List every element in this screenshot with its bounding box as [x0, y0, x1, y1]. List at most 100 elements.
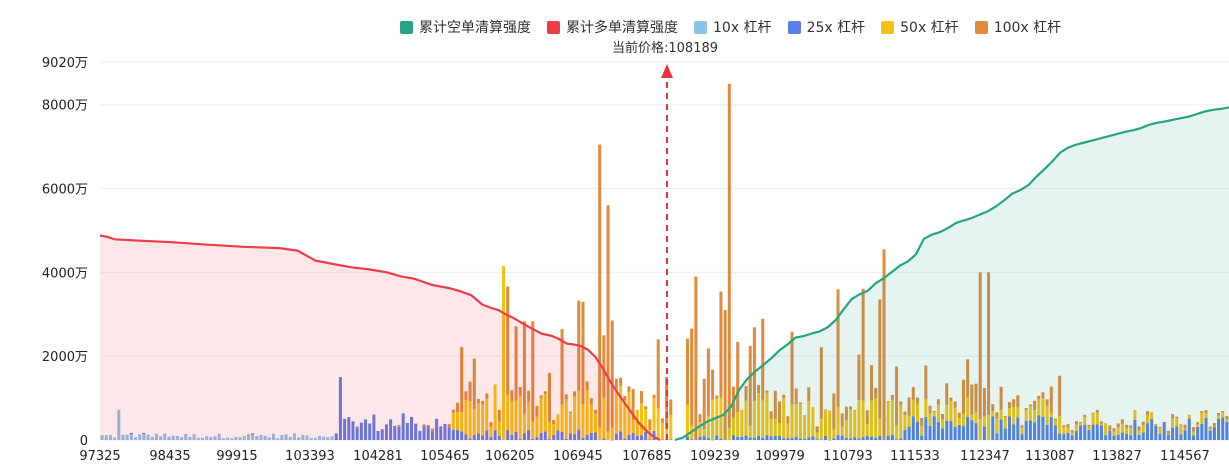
bar-segment-50x — [1074, 424, 1078, 431]
legend-item[interactable]: 累计多单清算强度 — [547, 17, 678, 37]
legend-item[interactable]: 累计空单清算强度 — [400, 17, 531, 37]
bar-segment-100x — [1145, 411, 1149, 415]
bar-segment-25x — [1053, 425, 1057, 440]
bar-segment-100x — [631, 389, 635, 421]
bar-segment-50x — [602, 397, 606, 439]
bar-segment-50x — [1003, 417, 1007, 429]
bar-segment-100x — [1137, 426, 1141, 431]
bar-segment-100x — [1221, 410, 1225, 413]
bar-segment-100x — [966, 359, 970, 398]
bar-segment-100x — [456, 402, 460, 412]
bar-segment-50x — [1066, 427, 1070, 433]
bar-segment-25x — [476, 433, 480, 440]
bar-segment-100x — [573, 391, 577, 397]
legend-item[interactable]: 100x 杠杆 — [974, 17, 1061, 37]
bar-segment-25x — [706, 438, 710, 440]
bar-segment-25x — [472, 434, 476, 440]
bar-segment-100x — [619, 377, 623, 386]
bar-segment-100x — [1217, 412, 1221, 416]
bar-segment-50x — [844, 419, 848, 438]
bar-segment-25x — [1095, 424, 1099, 440]
bar-segment-25x — [924, 417, 928, 440]
bar-segment-50x — [660, 422, 664, 440]
bar-segment-25x — [869, 436, 873, 440]
bar-segment-50x — [1137, 430, 1141, 435]
bar-segment-10x — [125, 434, 129, 440]
bar-segment-100x — [853, 409, 857, 411]
bar-segment-25x — [849, 438, 853, 440]
bar-segment-10x — [154, 433, 158, 440]
bar-segment-25x — [652, 430, 656, 440]
y-tick-label: 8000万 — [42, 99, 88, 114]
bar-segment-50x — [961, 413, 965, 427]
bar-segment-25x — [1191, 435, 1195, 440]
bar-segment-25x — [1033, 422, 1037, 440]
bar-segment-25x — [731, 435, 735, 440]
bar-segment-50x — [1070, 432, 1074, 436]
bar-segment-100x — [840, 413, 844, 427]
bar-segment-25x — [702, 436, 706, 440]
bar-segment-25x — [430, 431, 434, 440]
bar-segment-100x — [740, 409, 744, 411]
bar-segment-10x — [234, 436, 238, 440]
legend-item[interactable]: 10x 杠杆 — [694, 17, 772, 37]
bar-segment-25x — [1217, 418, 1221, 440]
bar-segment-25x — [347, 417, 351, 440]
bar-segment-25x — [1175, 426, 1179, 440]
bar-segment-50x — [1150, 412, 1154, 420]
bar-segment-100x — [506, 286, 510, 395]
bar-segment-25x — [1066, 432, 1070, 440]
bar-segment-50x — [987, 414, 991, 440]
bar-segment-100x — [828, 410, 832, 412]
bar-segment-50x — [598, 427, 602, 440]
bar-segment-100x — [1166, 430, 1170, 434]
bar-segment-50x — [736, 412, 740, 437]
bar-segment-10x — [309, 437, 313, 440]
bar-segment-50x — [899, 405, 903, 439]
legend-item[interactable]: 25x 杠杆 — [787, 17, 865, 37]
bar-segment-25x — [690, 439, 694, 440]
bar-segment-25x — [372, 414, 376, 440]
bar-segment-50x — [1099, 423, 1103, 426]
bar-segment-50x — [1116, 427, 1120, 435]
bar-segment-50x — [460, 412, 464, 432]
bar-segment-25x — [548, 439, 552, 440]
bar-segment-10x — [313, 437, 317, 440]
bar-segment-50x — [518, 396, 522, 440]
bar-segment-100x — [823, 409, 827, 411]
bar-segment-50x — [731, 417, 735, 436]
bar-segment-100x — [723, 310, 727, 440]
bar-segment-100x — [924, 365, 928, 400]
bar-segment-50x — [627, 392, 631, 435]
bar-segment-100x — [1225, 416, 1229, 420]
bar-segment-25x — [522, 433, 526, 440]
bar-segment-25x — [890, 434, 894, 440]
bar-segment-10x — [284, 434, 288, 440]
bar-segment-50x — [999, 409, 1003, 420]
bar-segment-25x — [1137, 434, 1141, 440]
bar-segment-50x — [698, 422, 702, 437]
bar-segment-50x — [803, 415, 807, 439]
bar-segment-25x — [1070, 435, 1074, 440]
bar-segment-50x — [920, 426, 924, 436]
bar-segment-25x — [1133, 419, 1137, 440]
bar-segment-25x — [999, 419, 1003, 440]
bar-segment-25x — [456, 429, 460, 440]
legend-item[interactable]: 50x 杠杆 — [881, 17, 959, 37]
bar-segment-50x — [857, 400, 861, 439]
x-tick-label: 111533 — [890, 449, 940, 464]
bar-segment-50x — [982, 416, 986, 427]
bar-segment-50x — [1129, 427, 1133, 436]
bar-segment-100x — [928, 405, 932, 414]
bar-segment-25x — [410, 416, 414, 440]
bar-segment-50x — [794, 404, 798, 437]
bar-segment-25x — [991, 416, 995, 440]
bar-segment-50x — [1120, 423, 1124, 433]
bar-segment-50x — [1112, 431, 1116, 436]
bar-segment-50x — [1141, 425, 1145, 433]
bar-segment-25x — [769, 436, 773, 440]
bar-segment-100x — [644, 406, 648, 410]
bar-segment-100x — [1041, 392, 1045, 399]
bar-segment-50x — [832, 429, 836, 439]
bar-segment-50x — [727, 427, 731, 440]
